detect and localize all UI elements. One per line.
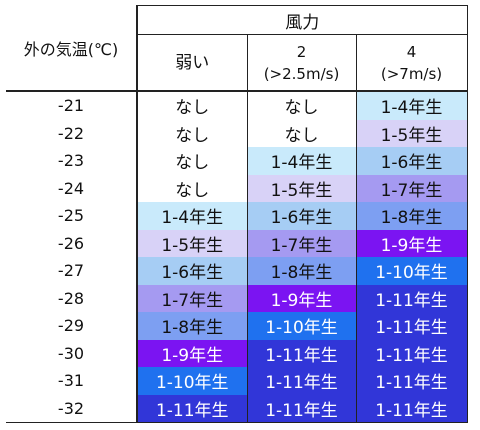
wind-header: 風力 <box>137 5 468 35</box>
grade-cell: 1-9年生 <box>356 229 468 257</box>
temperature-cell: -32 <box>6 394 138 423</box>
grade-cell: 1-4年生 <box>137 202 248 230</box>
grade-cell: 1-5年生 <box>137 229 248 257</box>
temperature-cell: -23 <box>6 147 138 175</box>
wind-speed-label: (>2.5m/s) <box>263 64 340 83</box>
table-body: -21 なし なし 1-4年生 -22 なし なし 1-5年生 -23 なし 1-4年生 1-6年生 -… <box>6 91 468 423</box>
wind-column-header: 4 (>7m/s) <box>356 34 468 92</box>
grade-cell: 1-10年生 <box>247 312 357 340</box>
temperature-wind-table: 外の気温(℃) 風力 弱い 2 (>2.5m/s) 4 (>7m/s) -21 な… <box>6 5 468 423</box>
grade-cell: 1-8年生 <box>137 312 248 340</box>
grade-cell: 1-7年生 <box>137 284 248 312</box>
temperature-cell: -27 <box>6 257 138 285</box>
table-row: -27 1-6年生 1-8年生 1-10年生 <box>6 257 468 285</box>
grade-cell: 1-5年生 <box>356 119 468 147</box>
temperature-cell: -26 <box>6 229 138 257</box>
wind-level-label: 弱い <box>175 52 210 73</box>
grade-cell: 1-7年生 <box>247 229 357 257</box>
grade-cell: 1-11年生 <box>356 284 468 312</box>
temperature-cell: -24 <box>6 174 138 202</box>
grade-cell: なし <box>137 91 248 120</box>
grade-cell: 1-11年生 <box>247 367 357 395</box>
table-row: -21 なし なし 1-4年生 <box>6 91 468 120</box>
grade-cell: 1-11年生 <box>247 394 357 423</box>
table-row: -26 1-5年生 1-7年生 1-9年生 <box>6 229 468 257</box>
table-row: -29 1-8年生 1-10年生 1-11年生 <box>6 312 468 340</box>
wind-column-header: 2 (>2.5m/s) <box>247 34 357 92</box>
grade-cell: 1-11年生 <box>247 339 357 367</box>
grade-cell: 1-11年生 <box>137 394 248 423</box>
grade-cell: 1-10年生 <box>356 257 468 285</box>
temperature-cell: -30 <box>6 339 138 367</box>
table-row: -23 なし 1-4年生 1-6年生 <box>6 147 468 175</box>
grade-cell: 1-9年生 <box>137 339 248 367</box>
grade-cell: 1-6年生 <box>137 257 248 285</box>
table-row: -30 1-9年生 1-11年生 1-11年生 <box>6 339 468 367</box>
grade-cell: 1-6年生 <box>247 202 357 230</box>
wind-level-label: 4 <box>406 42 417 61</box>
grade-cell: なし <box>137 147 248 175</box>
grade-cell: 1-11年生 <box>356 339 468 367</box>
temperature-cell: -31 <box>6 367 138 395</box>
table-row: -31 1-10年生 1-11年生 1-11年生 <box>6 367 468 395</box>
grade-cell: 1-8年生 <box>356 202 468 230</box>
grade-cell: 1-9年生 <box>247 284 357 312</box>
grade-cell: 1-11年生 <box>356 312 468 340</box>
table-row: -24 なし 1-5年生 1-7年生 <box>6 174 468 202</box>
temperature-header: 外の気温(℃) <box>6 5 138 92</box>
wind-speed-label: (>7m/s) <box>380 64 443 83</box>
grade-cell: 1-7年生 <box>356 174 468 202</box>
grade-cell: 1-6年生 <box>356 147 468 175</box>
grade-cell: なし <box>137 174 248 202</box>
table-row: -22 なし なし 1-5年生 <box>6 119 468 147</box>
table-row: -32 1-11年生 1-11年生 1-11年生 <box>6 394 468 423</box>
wind-level-label: 2 <box>296 42 307 61</box>
temperature-cell: -22 <box>6 119 138 147</box>
grade-cell: なし <box>137 119 248 147</box>
grade-cell: 1-4年生 <box>247 147 357 175</box>
grade-cell: 1-10年生 <box>137 367 248 395</box>
table-row: -25 1-4年生 1-6年生 1-8年生 <box>6 202 468 230</box>
temperature-cell: -28 <box>6 284 138 312</box>
grade-cell: 1-11年生 <box>356 394 468 423</box>
table-row: -28 1-7年生 1-9年生 1-11年生 <box>6 284 468 312</box>
wind-column-header: 弱い <box>137 34 248 92</box>
grade-cell: 1-11年生 <box>356 367 468 395</box>
grade-cell: 1-8年生 <box>247 257 357 285</box>
grade-cell: 1-5年生 <box>247 174 357 202</box>
temperature-cell: -21 <box>6 91 138 120</box>
grade-cell: なし <box>247 119 357 147</box>
grade-cell: 1-4年生 <box>356 91 468 120</box>
temperature-cell: -25 <box>6 202 138 230</box>
grade-cell: なし <box>247 91 357 120</box>
temperature-cell: -29 <box>6 312 138 340</box>
